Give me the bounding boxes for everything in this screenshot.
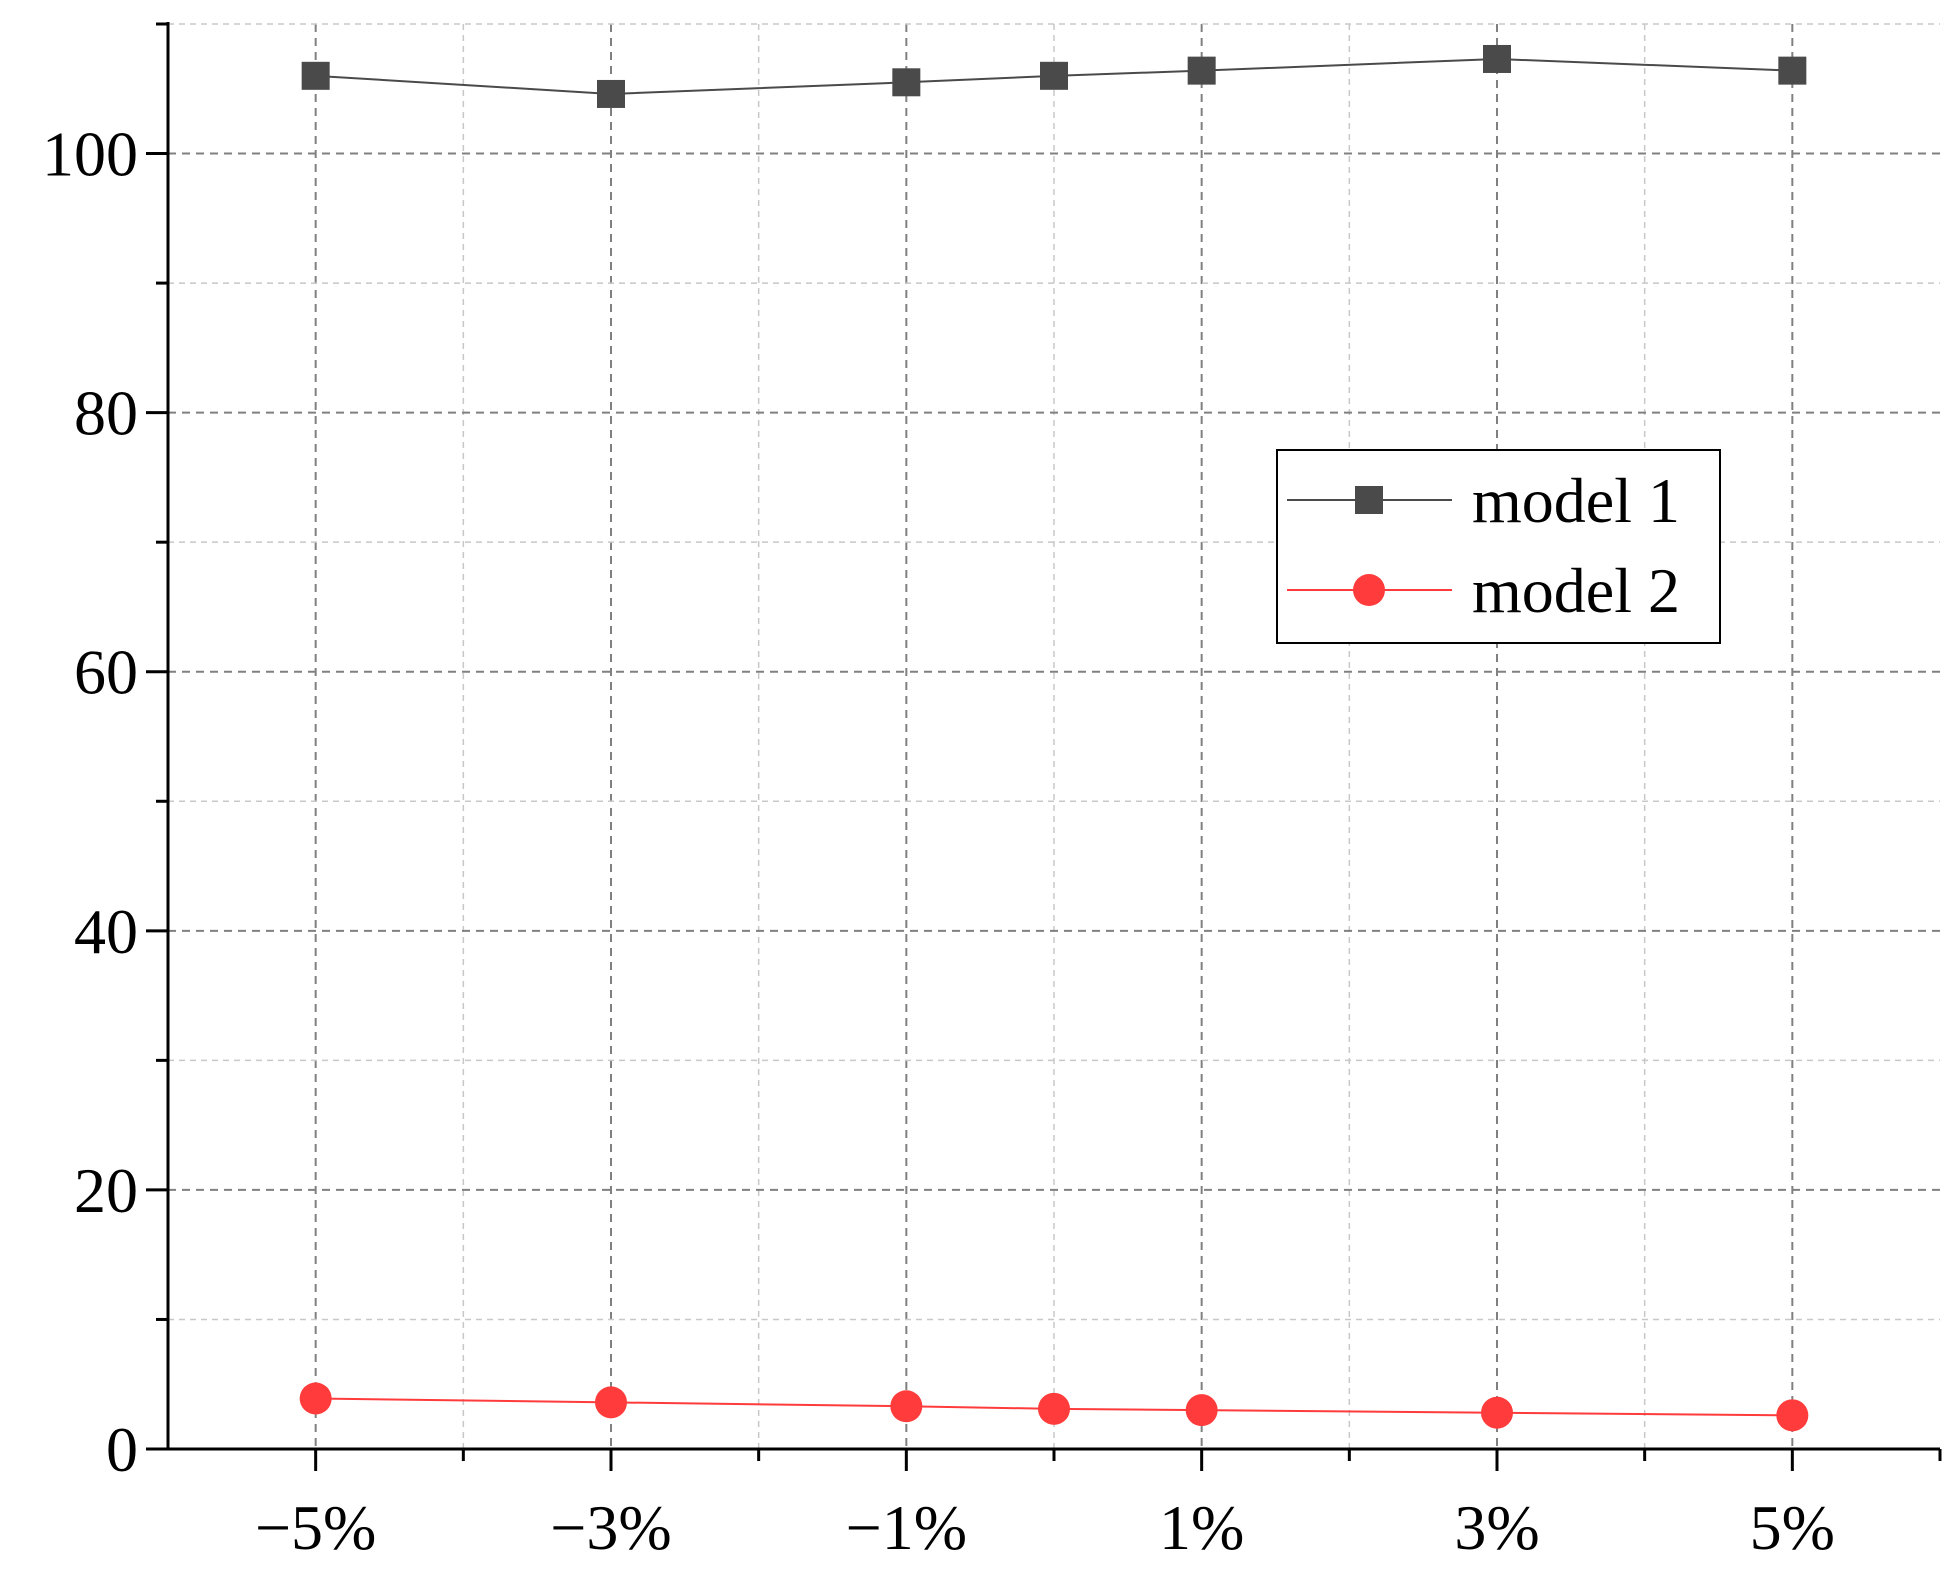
- legend-label-1: model 1: [1472, 465, 1680, 536]
- x-tick-label: 1%: [1159, 1492, 1244, 1563]
- x-tick-label: −3%: [550, 1492, 671, 1563]
- legend-marker-square: [1355, 486, 1383, 514]
- y-tick-label: 80: [74, 378, 138, 449]
- legend-marker-circle: [1353, 574, 1385, 606]
- data-point-circle: [1481, 1396, 1513, 1429]
- legend-box: [1276, 449, 1721, 644]
- data-point-square: [1778, 56, 1807, 85]
- data-point-circle: [1185, 1394, 1218, 1427]
- data-point-circle: [595, 1386, 627, 1419]
- data-point-square: [1187, 56, 1216, 85]
- data-point-square: [1040, 61, 1068, 90]
- x-tick-label: 3%: [1454, 1492, 1539, 1563]
- legend: model 1 model 2: [1276, 449, 1721, 644]
- series: [299, 44, 1809, 1432]
- data-point-circle: [299, 1382, 332, 1415]
- y-tick-label: 100: [42, 119, 138, 190]
- data-point-square: [892, 68, 921, 97]
- y-tick-label: 20: [74, 1155, 138, 1226]
- data-point-square: [1483, 44, 1511, 73]
- x-tick-label: −5%: [255, 1492, 376, 1563]
- grid: [168, 23, 1940, 1449]
- data-point-circle: [1776, 1399, 1809, 1432]
- data-point-square: [597, 79, 625, 108]
- y-tick-label: 60: [74, 637, 138, 708]
- data-point-square: [301, 61, 330, 90]
- data-point-circle: [1038, 1392, 1070, 1425]
- legend-label-2: model 2: [1472, 555, 1680, 626]
- data-point-circle: [890, 1390, 923, 1423]
- axes: −5% −3% −1% 1% 3% 5% 0 20 40 60 80 100: [42, 22, 1942, 1563]
- x-tick-label: 5%: [1750, 1492, 1835, 1563]
- x-tick-label: −1%: [846, 1492, 967, 1563]
- y-tick-label: 0: [106, 1414, 138, 1485]
- y-tick-label: 40: [74, 896, 138, 967]
